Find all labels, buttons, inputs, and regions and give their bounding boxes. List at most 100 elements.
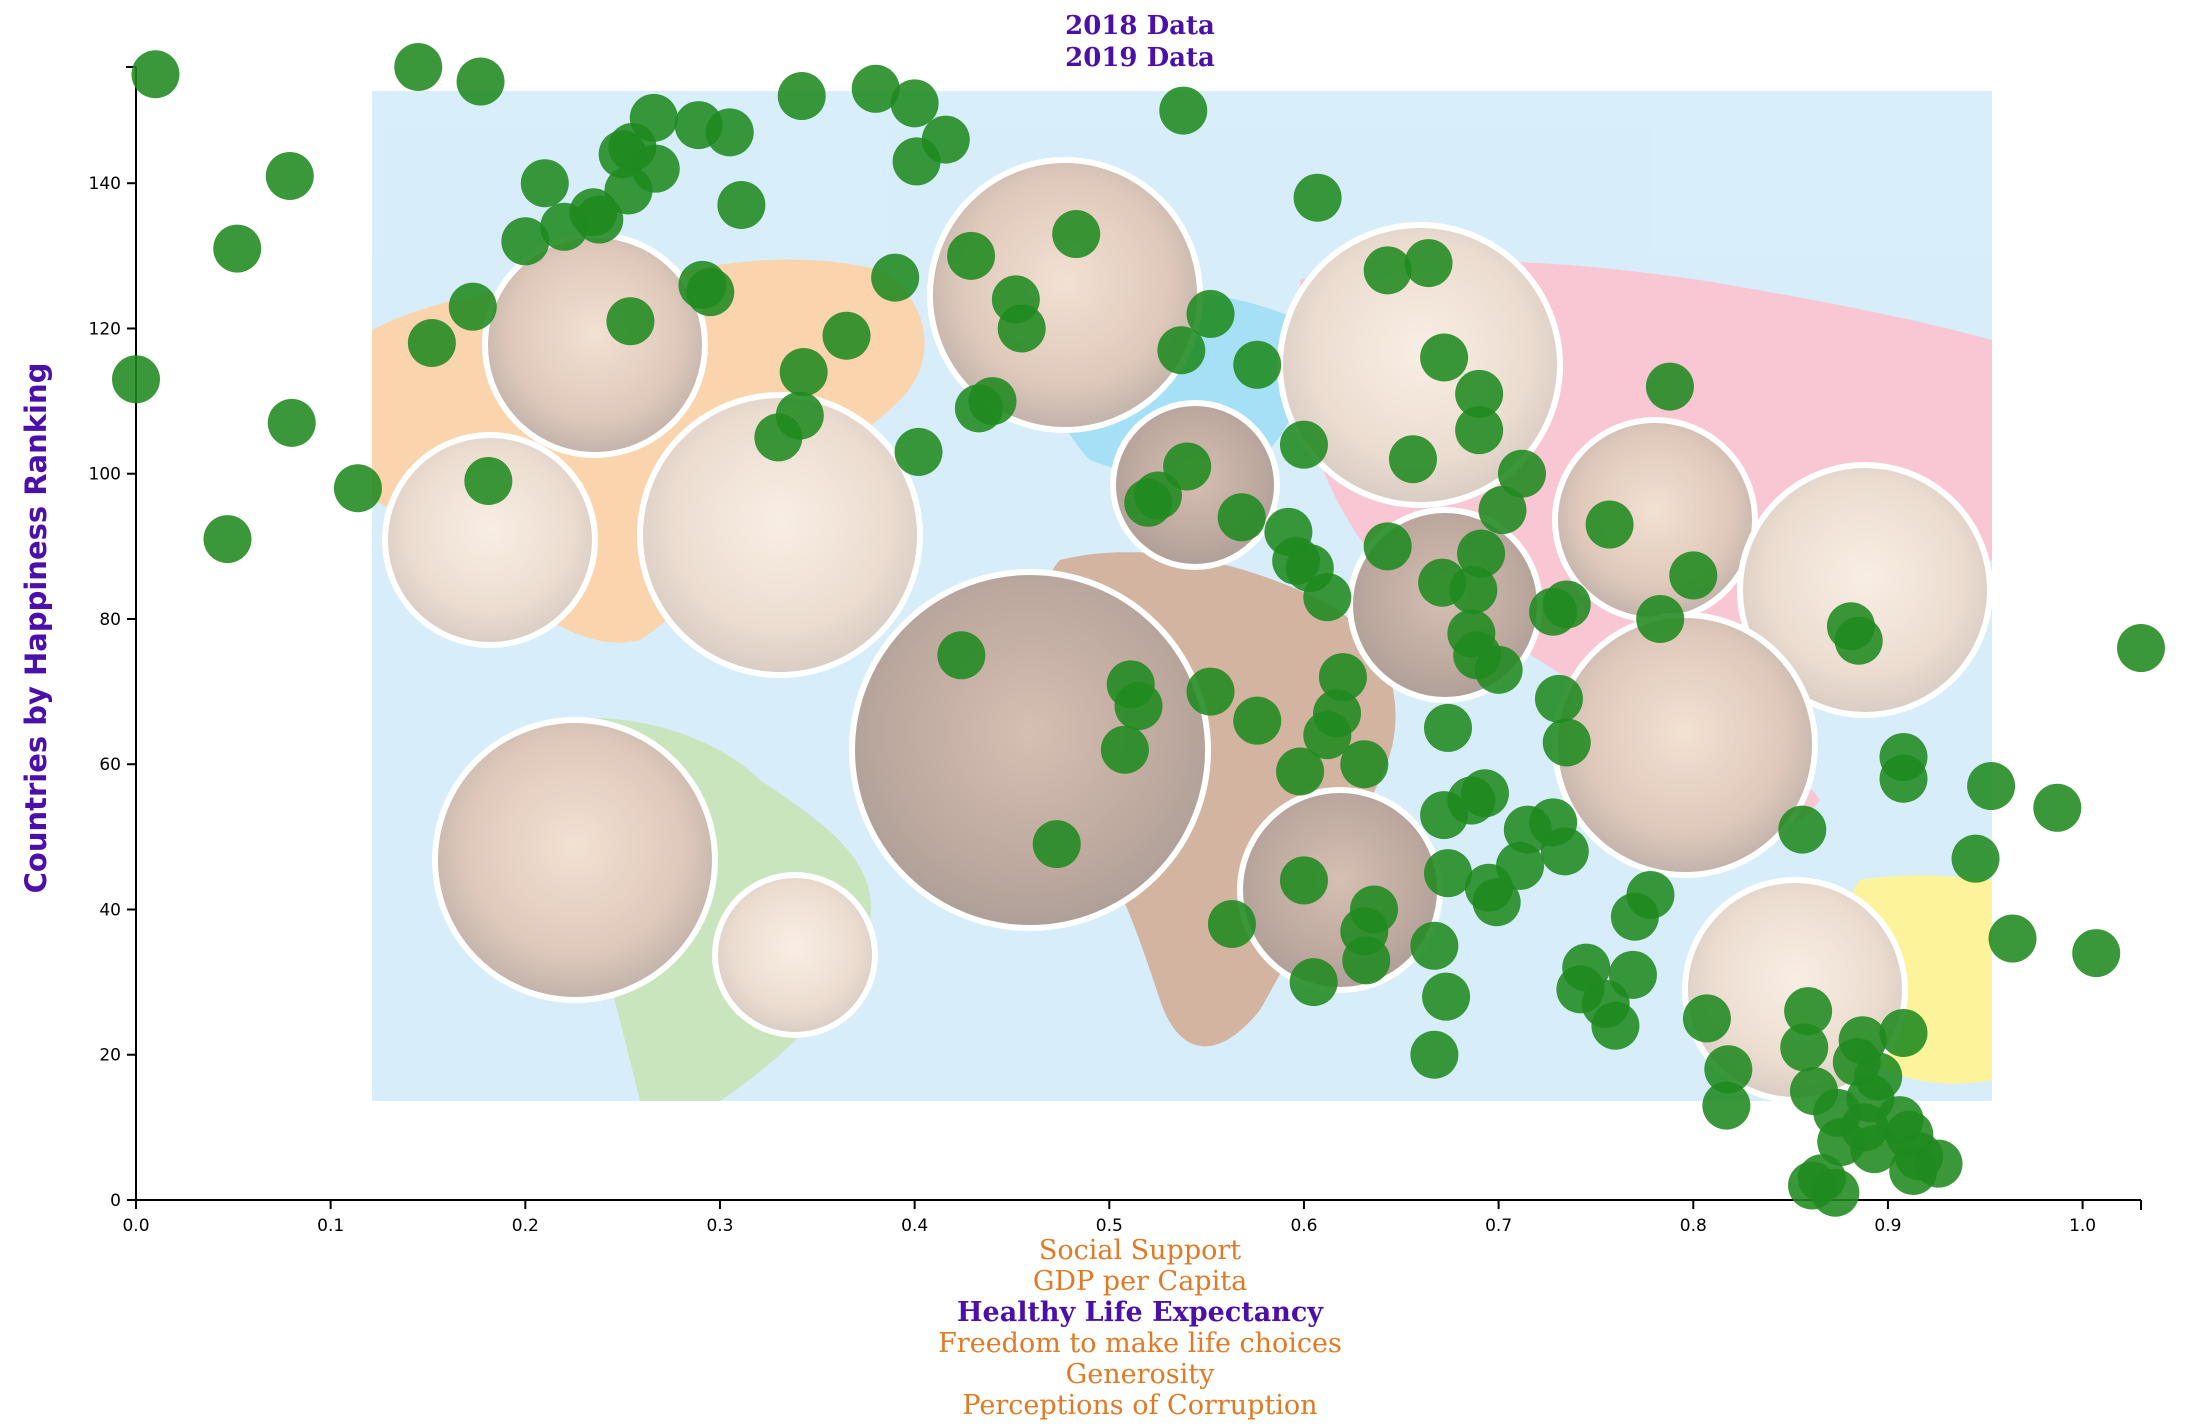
data-point[interactable] [1542, 580, 1591, 629]
data-point[interactable] [1850, 1125, 1899, 1174]
x-option-freedom-to-make-life-choices[interactable]: Freedom to make life choices [938, 1328, 1342, 1359]
x-option-perceptions-of-corruption[interactable]: Perceptions of Corruption [962, 1390, 1317, 1421]
data-point[interactable] [822, 311, 871, 360]
data-point[interactable] [1114, 682, 1163, 731]
data-point[interactable] [1988, 914, 2037, 963]
data-point[interactable] [501, 217, 550, 266]
data-point[interactable] [448, 282, 497, 331]
data-point[interactable] [892, 137, 941, 186]
data-point[interactable] [1159, 86, 1208, 135]
data-point[interactable] [717, 180, 766, 229]
data-point[interactable] [1124, 478, 1173, 527]
data-point[interactable] [754, 413, 803, 462]
data-point[interactable] [1889, 1146, 1938, 1195]
data-point[interactable] [1303, 711, 1352, 760]
data-point[interactable] [112, 355, 160, 404]
data-point[interactable] [2072, 929, 2121, 978]
data-point[interactable] [1052, 210, 1101, 259]
year-option-2018[interactable]: 2018 Data [1065, 11, 1215, 41]
data-point[interactable] [947, 231, 996, 280]
data-point[interactable] [1422, 972, 1471, 1021]
data-point[interactable] [629, 93, 678, 142]
x-option-gdp-per-capita[interactable]: GDP per Capita [1033, 1266, 1247, 1297]
x-option-social-support[interactable]: Social Support [1039, 1235, 1241, 1266]
x-option-generosity[interactable]: Generosity [1066, 1359, 1215, 1390]
data-point[interactable] [267, 398, 316, 447]
data-point[interactable] [1967, 762, 2016, 811]
data-point[interactable] [1363, 246, 1412, 295]
data-point[interactable] [1702, 1081, 1751, 1130]
data-point[interactable] [968, 377, 1017, 426]
data-point[interactable] [686, 268, 735, 317]
data-point[interactable] [1186, 667, 1235, 716]
data-point[interactable] [1363, 522, 1412, 571]
data-point[interactable] [1279, 856, 1328, 905]
year-option-2019[interactable]: 2019 Data [1065, 43, 1215, 73]
data-point[interactable] [894, 427, 943, 476]
data-point[interactable] [777, 72, 826, 121]
data-point[interactable] [1410, 1030, 1459, 1079]
data-point[interactable] [333, 464, 382, 513]
data-point[interactable] [464, 456, 513, 505]
data-point[interactable] [520, 159, 569, 208]
data-point[interactable] [394, 43, 443, 91]
data-point[interactable] [1449, 565, 1498, 614]
data-point[interactable] [265, 151, 314, 200]
data-point[interactable] [1457, 529, 1506, 578]
data-point[interactable] [1704, 1045, 1753, 1094]
data-point[interactable] [1879, 754, 1928, 803]
data-point[interactable] [2117, 624, 2165, 673]
data-point[interactable] [1778, 805, 1827, 854]
x-option-healthy-life-expectancy[interactable]: Healthy Life Expectancy [957, 1297, 1324, 1328]
data-point[interactable] [1340, 740, 1389, 789]
data-point[interactable] [1233, 340, 1282, 389]
data-point[interactable] [1879, 1008, 1928, 1057]
data-point[interactable] [1100, 725, 1149, 774]
data-point[interactable] [1780, 1023, 1829, 1072]
data-point[interactable] [203, 515, 252, 564]
data-point[interactable] [1217, 493, 1266, 542]
data-point[interactable] [575, 195, 624, 244]
data-point[interactable] [1460, 769, 1509, 818]
data-point[interactable] [631, 144, 680, 193]
data-point[interactable] [1474, 645, 1523, 694]
data-point[interactable] [1163, 442, 1212, 491]
data-point[interactable] [1186, 289, 1235, 338]
data-point[interactable] [1207, 900, 1256, 949]
data-point[interactable] [1497, 449, 1546, 498]
data-point[interactable] [131, 50, 180, 99]
data-point[interactable] [1455, 369, 1504, 418]
data-point[interactable] [1157, 326, 1206, 375]
data-point[interactable] [1293, 173, 1342, 222]
data-point[interactable] [1410, 921, 1459, 970]
data-point[interactable] [1303, 573, 1352, 622]
data-point[interactable] [871, 253, 920, 302]
data-point[interactable] [1318, 653, 1367, 702]
data-point[interactable] [407, 318, 456, 367]
data-point[interactable] [1279, 420, 1328, 469]
data-point[interactable] [1542, 718, 1591, 767]
data-point[interactable] [851, 64, 900, 113]
data-point[interactable] [1342, 936, 1391, 985]
data-point[interactable] [1289, 958, 1338, 1007]
data-point[interactable] [213, 224, 262, 273]
data-point[interactable] [1424, 849, 1473, 898]
data-point[interactable] [937, 631, 986, 680]
data-point[interactable] [1540, 827, 1589, 876]
data-point[interactable] [1534, 674, 1583, 723]
data-point[interactable] [1784, 987, 1833, 1036]
data-point[interactable] [456, 57, 505, 106]
data-point[interactable] [1455, 406, 1504, 455]
data-point[interactable] [1682, 994, 1731, 1043]
data-point[interactable] [1472, 878, 1521, 927]
data-point[interactable] [1233, 696, 1282, 745]
data-point[interactable] [1811, 1168, 1860, 1217]
data-point[interactable] [1420, 333, 1469, 382]
data-point[interactable] [1951, 834, 2000, 883]
data-point[interactable] [1626, 870, 1675, 919]
data-point[interactable] [2033, 783, 2082, 832]
data-point[interactable] [890, 79, 939, 128]
data-point[interactable] [997, 304, 1046, 353]
data-point[interactable] [1424, 703, 1473, 752]
data-point[interactable] [1591, 1001, 1640, 1050]
